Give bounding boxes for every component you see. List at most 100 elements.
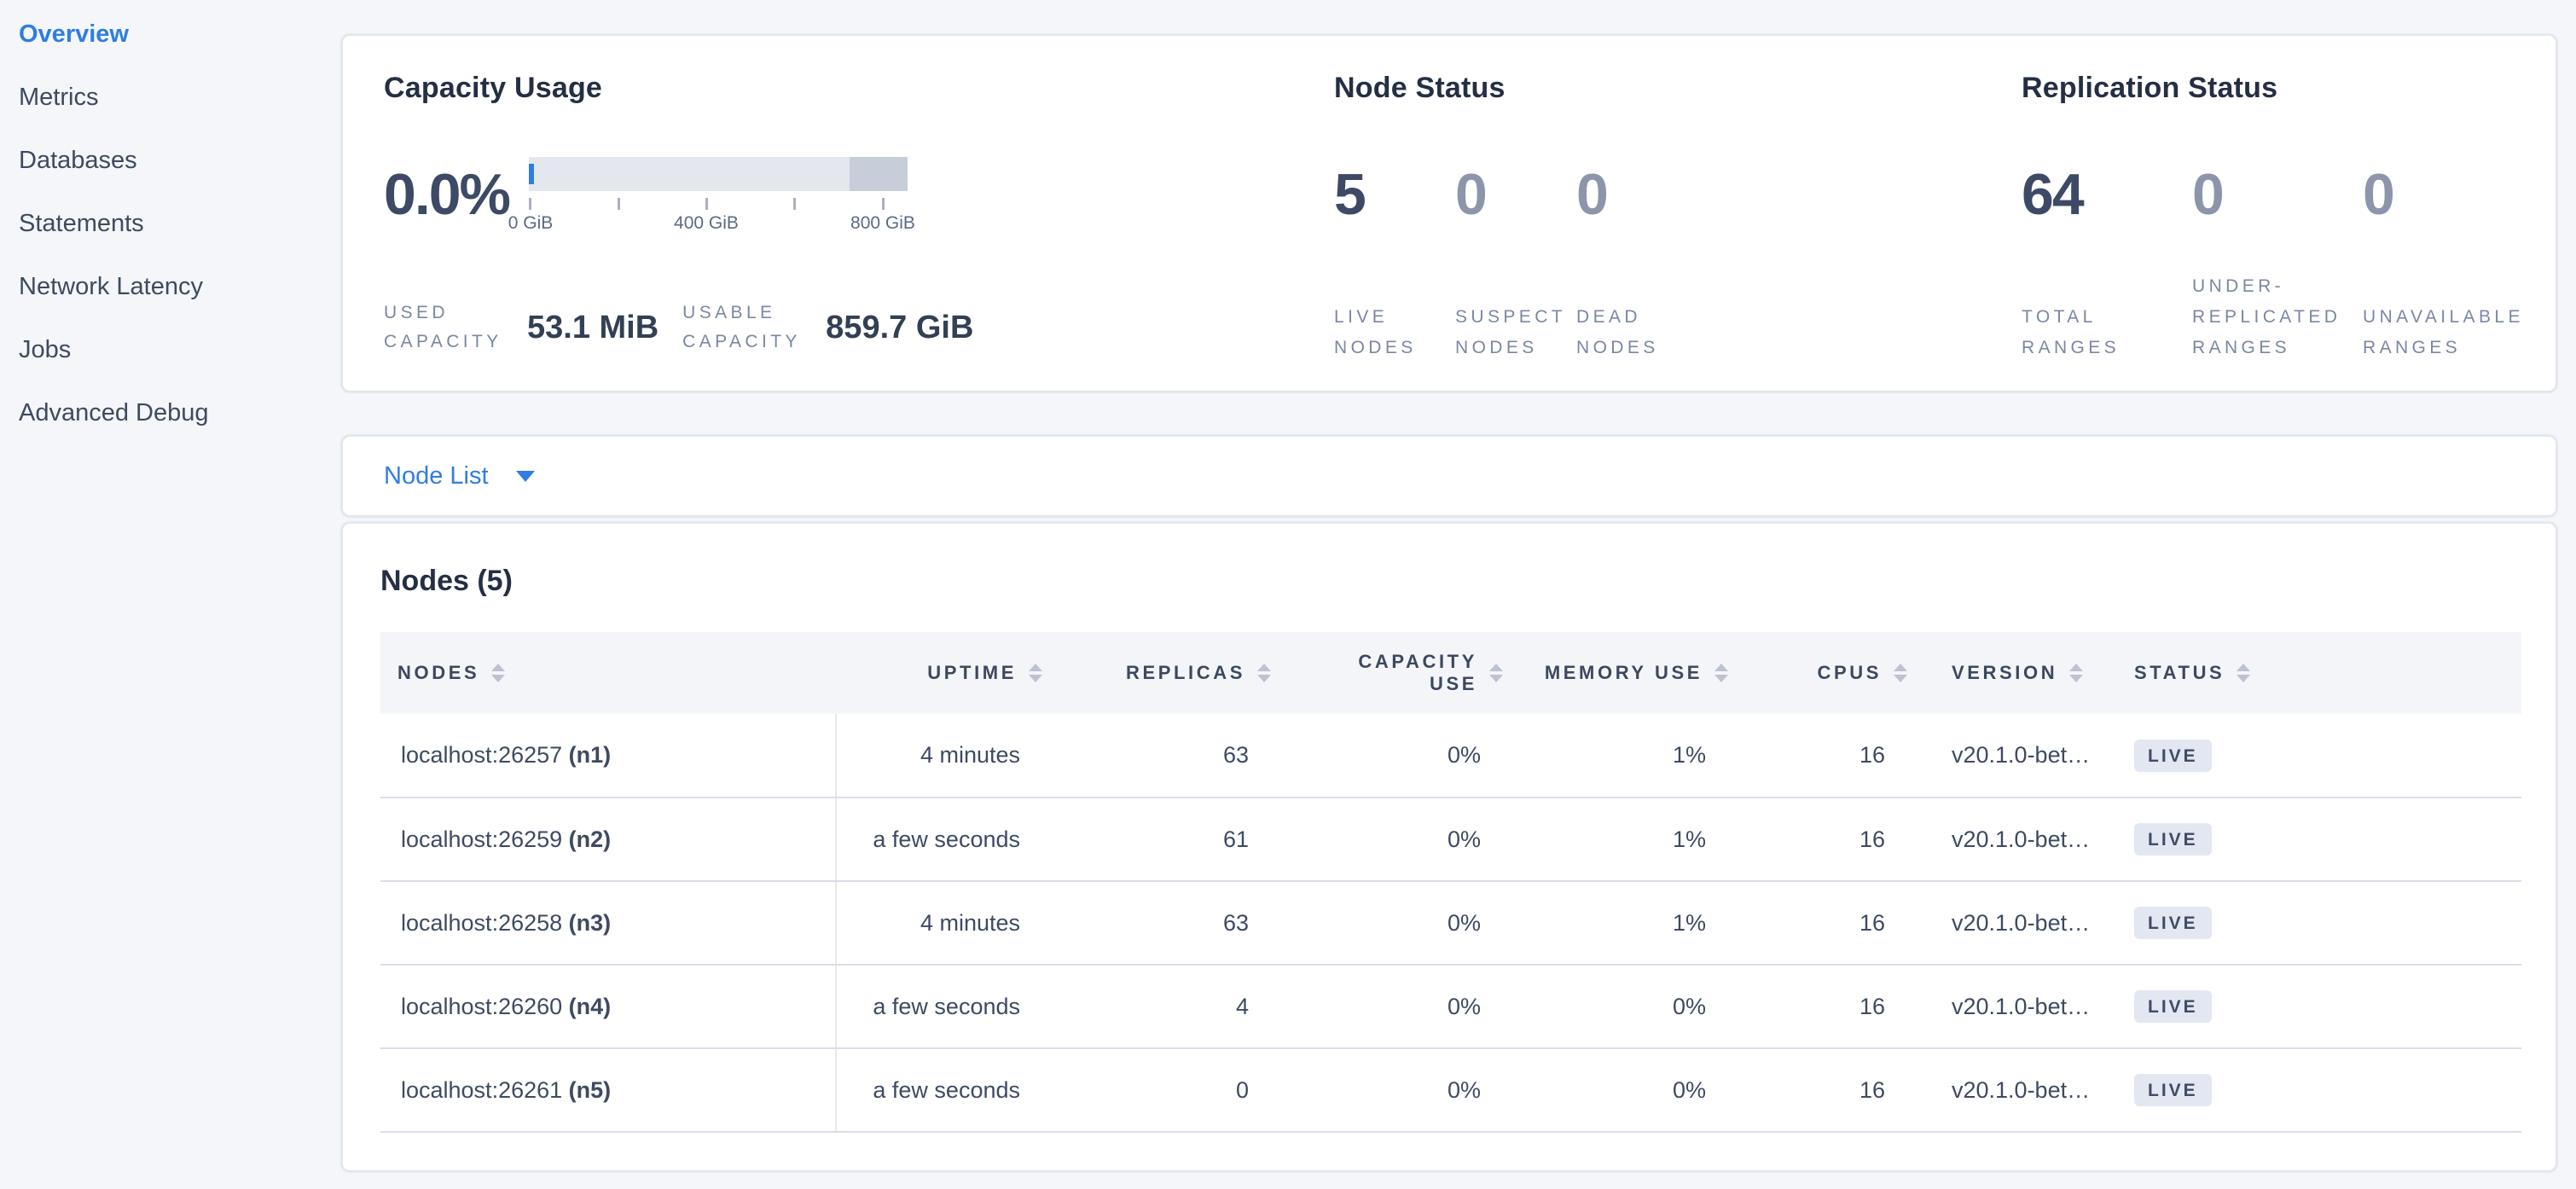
memory-use-cell: 1% [1503,798,1728,882]
node-address-cell[interactable]: localhost:26259 (n2) [380,798,837,882]
suspect-nodes-stat: 0 SUSPECT NODES [1455,157,1576,363]
usable-capacity-label: USABLE CAPACITY [682,303,801,351]
sidebar-item-statements[interactable]: Statements [19,210,144,237]
node-id: (n2) [568,826,612,852]
capacity-used-percent: 0.0% [384,162,511,227]
column-header-replicas[interactable]: REPLICAS [1042,632,1271,714]
version-cell: v20.1.0-bet… [1907,881,2121,966]
live-nodes-value: 5 [1334,162,1366,227]
sort-arrows-icon[interactable] [1257,664,1271,682]
used-capacity-stat: USED CAPACITY 53.1 MiB [384,299,659,357]
sidebar-item-overview[interactable]: Overview [19,20,129,48]
column-header-capacity-use[interactable]: CAPACITY USE [1271,632,1503,714]
table-row-node-4: localhost:26260 (n4) a few seconds 4 0% … [380,965,2521,1049]
table-row-node-3: localhost:26258 (n3) 4 minutes 63 0% 1% … [380,881,2521,966]
node-status-section: Node Status 5 LIVE NODES 0 SUSPECT NODES… [1334,70,2022,357]
status-badge: LIVE [2134,990,2212,1023]
sort-arrows-icon[interactable] [1489,664,1503,682]
sort-arrows-icon[interactable] [1029,664,1042,682]
node-address-cell[interactable]: localhost:26260 (n4) [380,965,837,1049]
node-address-cell[interactable]: localhost:26258 (n3) [380,881,837,966]
capacity-use-cell: 0% [1271,965,1503,1049]
sort-arrows-icon[interactable] [1714,664,1728,682]
memory-use-cell: 0% [1503,965,1728,1049]
dead-nodes-label: DEAD NODES [1576,307,1659,357]
node-address-cell[interactable]: localhost:26257 (n1) [380,714,837,798]
node-address[interactable]: localhost:26258 [401,909,563,936]
sidebar-item-jobs[interactable]: Jobs [19,336,72,363]
node-id: (n3) [568,909,612,936]
sidebar-item-advanced-debug[interactable]: Advanced Debug [19,399,209,426]
memory-use-cell: 1% [1503,881,1728,966]
uptime-cell: a few seconds [836,798,1042,882]
column-header-memory-use[interactable]: MEMORY USE [1503,632,1728,714]
node-id: (n5) [568,1076,612,1103]
sort-arrows-icon[interactable] [491,664,506,682]
sort-arrows-icon[interactable] [1894,664,1907,682]
under-replicated-ranges-label: UNDER-REPLICATED RANGES [2192,276,2341,357]
version-cell: v20.1.0-bet… [1907,1048,2121,1133]
node-address[interactable]: localhost:26260 [401,993,563,1019]
capacity-use-cell: 0% [1271,714,1503,798]
column-header-version[interactable]: VERSION [1907,632,2121,714]
table-row-node-1: localhost:26257 (n1) 4 minutes 63 0% 1% … [380,714,2521,798]
main-content: Capacity Usage 0.0% 0 GiB 400 Gi [341,34,2557,1172]
live-nodes-stat: 5 LIVE NODES [1334,157,1455,363]
sort-arrows-icon[interactable] [2069,664,2084,682]
version-cell: v20.1.0-bet… [1907,965,2121,1049]
under-replicated-ranges-value: 0 [2192,162,2225,227]
column-label: CAPACITY USE [1358,651,1477,694]
node-address-cell[interactable]: localhost:26261 (n5) [380,1048,837,1133]
sidebar: Overview Metrics Databases Statements Ne… [0,0,341,1172]
live-nodes-label: LIVE NODES [1334,307,1417,357]
capacity-bar-reserved-segment [850,157,908,191]
view-selector-label[interactable]: Node List [384,461,489,490]
capacity-usage-section: Capacity Usage 0.0% 0 GiB 400 Gi [384,70,1334,357]
node-id: (n4) [568,993,612,1019]
nodes-table-title: Nodes (5) [380,565,513,597]
replicas-cell: 63 [1042,881,1271,966]
capacity-use-cell: 0% [1271,1048,1503,1133]
cluster-summary-card: Capacity Usage 0.0% 0 GiB 400 Gi [341,34,2557,392]
status-cell: LIVE [2121,881,2521,966]
version-cell: v20.1.0-bet… [1907,798,2121,882]
column-header-cpus[interactable]: CPUS [1728,632,1907,714]
replication-status-section: Replication Status 64 TOTAL RANGES 0 UND… [2022,70,2533,357]
memory-use-cell: 1% [1503,714,1728,798]
status-badge: LIVE [2134,823,2212,856]
column-label: VERSION [1952,662,2058,683]
cpus-cell: 16 [1728,1048,1907,1133]
uptime-cell: 4 minutes [836,714,1042,798]
total-ranges-label: TOTAL RANGES [2022,307,2121,357]
node-address[interactable]: localhost:26257 [401,742,563,768]
uptime-cell: a few seconds [836,965,1042,1049]
cpus-cell: 16 [1728,798,1907,882]
under-replicated-ranges-stat: 0 UNDER-REPLICATED RANGES [2192,157,2363,363]
status-badge: LIVE [2134,907,2212,939]
version-cell: v20.1.0-bet… [1907,714,2121,798]
cpus-cell: 16 [1728,965,1907,1049]
memory-use-cell: 0% [1503,1048,1728,1133]
dead-nodes-value: 0 [1576,162,1609,227]
column-header-status[interactable]: STATUS [2121,632,2521,714]
view-selector-dropdown[interactable]: Node List [341,435,2557,517]
sidebar-item-databases[interactable]: Databases [19,147,137,174]
nodes-table-card: Nodes (5) NODES UPTIME RE [341,522,2557,1172]
node-address[interactable]: localhost:26261 [401,1076,563,1103]
column-header-nodes[interactable]: NODES [380,632,836,714]
column-header-uptime[interactable]: UPTIME [836,632,1042,714]
node-address[interactable]: localhost:26259 [401,826,563,852]
column-label: NODES [397,662,480,683]
sidebar-item-network-latency[interactable]: Network Latency [19,273,203,300]
replicas-cell: 63 [1042,714,1271,798]
uptime-cell: 4 minutes [836,881,1042,966]
suspect-nodes-value: 0 [1455,162,1488,227]
status-badge: LIVE [2134,1074,2212,1106]
status-badge: LIVE [2134,739,2212,772]
total-ranges-value: 64 [2022,162,2085,227]
sidebar-item-metrics[interactable]: Metrics [19,84,99,111]
chevron-down-icon [515,470,535,482]
column-label: CPUS [1817,662,1882,683]
sort-arrows-icon[interactable] [2237,664,2251,682]
